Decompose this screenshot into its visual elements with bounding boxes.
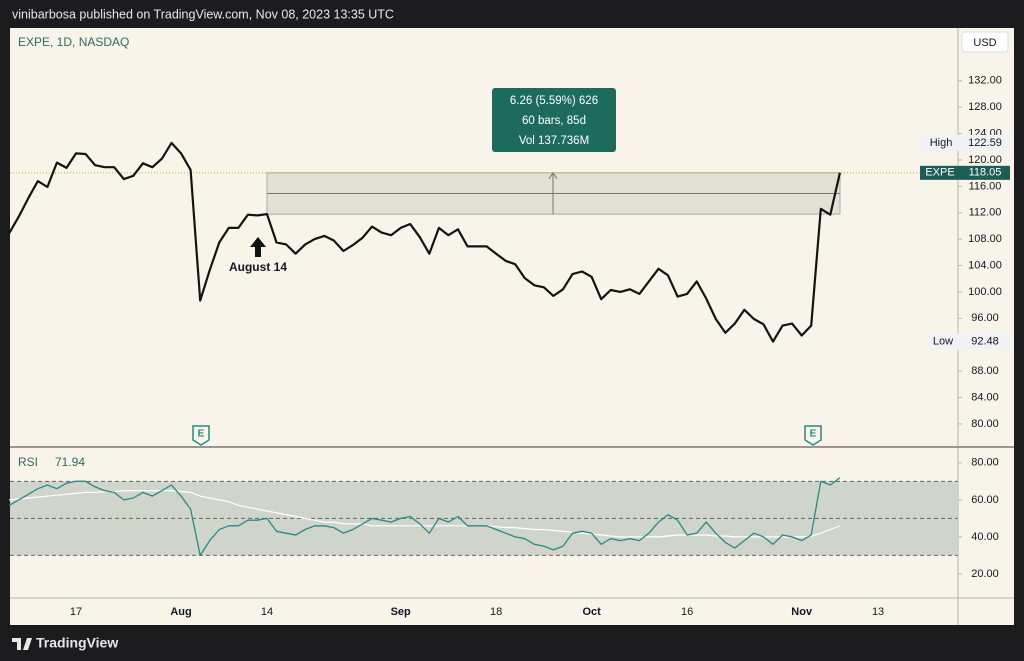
line (9, 490, 841, 538)
footer-logo: TradingView (12, 635, 118, 651)
symbol-title: EXPE, 1D, NASDAQ (18, 35, 129, 49)
earnings-marker[interactable]: E (192, 425, 210, 446)
x-tick-label: Aug (170, 606, 191, 618)
earnings-marker[interactable]: E (804, 425, 822, 446)
y-tick-label: 20.00 (971, 568, 999, 580)
y-tick-label: 108.00 (968, 233, 1002, 245)
y-tick-label: 128.00 (968, 101, 1002, 113)
measure-text: Vol 137.736M (519, 135, 589, 147)
x-tick-label: Oct (582, 606, 601, 618)
high-value: 122.59 (968, 137, 1002, 149)
measure-text: 60 bars, 85d (522, 115, 586, 127)
last-price: 118.05 (969, 167, 1002, 179)
rsi-value: 71.94 (55, 455, 85, 469)
annotation-arrow (250, 237, 266, 257)
line (8, 141, 841, 343)
earnings-letter: E (810, 429, 817, 440)
currency-box (961, 31, 1009, 53)
y-tick-label: 80.00 (971, 457, 999, 469)
rsi-title: RSI (18, 455, 38, 469)
earnings-icon (804, 425, 822, 446)
y-tick-label: 120.00 (968, 154, 1002, 166)
x-tick-label: 13 (872, 606, 884, 618)
x-tick-label: 16 (681, 606, 693, 618)
x-tick-label: 14 (261, 606, 273, 618)
measure-tooltip (492, 88, 616, 152)
x-tick-label: Sep (391, 606, 411, 618)
y-tick-label: 60.00 (971, 494, 999, 506)
high-tag (922, 134, 1010, 151)
y-tick-label: 84.00 (971, 391, 999, 403)
rsi-band (10, 481, 958, 556)
low-label: Low (933, 335, 953, 347)
y-tick-label: 104.00 (968, 259, 1002, 271)
symbol-tag: EXPE (925, 167, 954, 179)
y-tick-label: 40.00 (971, 531, 999, 543)
low-tag (928, 333, 1010, 350)
x-tick-label: 18 (490, 606, 502, 618)
header: vinibarbosa published on TradingView.com… (12, 7, 394, 21)
x-tick-label: 17 (70, 606, 82, 618)
x-tick-label: Nov (791, 606, 813, 618)
y-tick-label: 100.00 (968, 286, 1002, 298)
footer: TradingView (36, 635, 118, 651)
annotation: August 14 (229, 260, 287, 274)
measure-text: 6.26 (5.59%) 626 (510, 95, 598, 107)
logo-icon (12, 638, 32, 650)
low-value: 92.48 (971, 335, 999, 347)
y-tick-label: 116.00 (969, 180, 1002, 192)
line (8, 477, 841, 557)
last-price-tag (920, 165, 1010, 180)
y-tick-label: 88.00 (971, 365, 999, 377)
earnings-icon (192, 425, 210, 446)
earnings-letter: E (198, 429, 205, 440)
currency: USD (973, 37, 996, 49)
y-tick-label: 112.00 (969, 207, 1002, 219)
y-tick-label: 80.00 (971, 418, 999, 430)
y-tick-label: 132.00 (968, 75, 1002, 87)
high-label: High (930, 137, 953, 149)
y-tick-label: 96.00 (971, 312, 999, 324)
